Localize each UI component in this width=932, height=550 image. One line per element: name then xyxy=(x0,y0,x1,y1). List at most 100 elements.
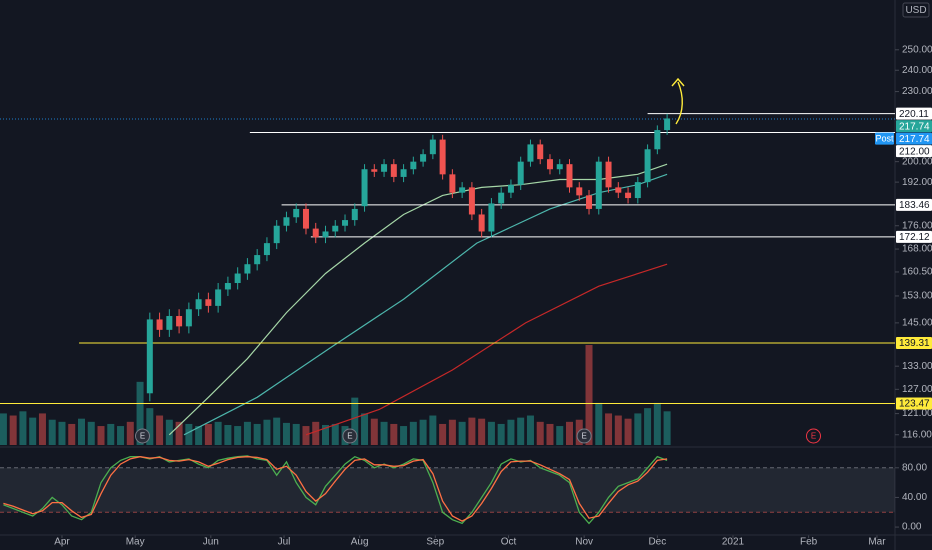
candle-body xyxy=(361,169,368,207)
x-tick-label: May xyxy=(126,537,145,548)
candle-body xyxy=(634,182,641,199)
candle-body xyxy=(488,203,495,232)
volume-bar xyxy=(556,426,564,445)
candle-body xyxy=(293,208,300,218)
earnings-label: E xyxy=(347,432,352,441)
earnings-label: E xyxy=(140,432,145,441)
y-tick-label: 116.00 xyxy=(902,429,932,440)
volume-bar xyxy=(77,418,85,445)
volume-bar xyxy=(282,422,290,445)
volume-bar xyxy=(634,413,642,445)
candle-body xyxy=(654,130,661,150)
x-tick-label: Dec xyxy=(648,537,666,548)
y-tick-label: 40.00 xyxy=(902,492,927,503)
volume-bar xyxy=(321,425,329,445)
volume-bar xyxy=(409,421,417,445)
x-tick-label: Feb xyxy=(800,537,818,548)
price-tag-label: 123.47 xyxy=(899,399,930,410)
volume-bar xyxy=(380,421,388,445)
volume-bar xyxy=(390,423,398,445)
y-tick-label: 121.00 xyxy=(902,408,932,419)
volume-bar xyxy=(331,423,339,445)
volume-bar xyxy=(9,415,17,445)
price-tag xyxy=(896,336,932,349)
candle-body xyxy=(351,208,358,221)
candle-body xyxy=(556,164,563,170)
price-tag xyxy=(896,107,932,120)
candle-body xyxy=(224,283,231,290)
earnings-marker xyxy=(342,428,358,444)
candle-body xyxy=(332,225,339,232)
candle-body xyxy=(468,187,475,215)
volume-bar xyxy=(312,421,320,445)
volume-bar xyxy=(302,426,310,445)
earnings-marker xyxy=(576,428,592,444)
price-tag xyxy=(896,397,932,410)
candle-body xyxy=(381,164,388,172)
volume-bar xyxy=(351,397,359,445)
y-tick-label: 153.00 xyxy=(902,291,932,302)
volume-bar xyxy=(87,421,95,445)
candle-body xyxy=(205,299,212,306)
price-tag xyxy=(896,198,932,211)
candle-body xyxy=(439,139,446,175)
volume-bar xyxy=(361,413,369,445)
volume-bar xyxy=(653,402,661,445)
x-tick-label: 2021 xyxy=(722,537,745,548)
volume-bar xyxy=(156,415,164,445)
volume-bar xyxy=(195,426,203,445)
volume-bar xyxy=(478,418,486,445)
y-tick-label: 168.00 xyxy=(902,244,932,255)
volume-bar xyxy=(175,421,183,445)
moving-average xyxy=(305,263,668,436)
currency-box[interactable] xyxy=(902,2,930,18)
candle-body xyxy=(576,187,583,196)
candle-body xyxy=(146,319,153,394)
candle-body xyxy=(546,159,553,170)
volume-bar xyxy=(165,419,173,445)
x-tick-label: Mar xyxy=(868,537,886,548)
candle-body xyxy=(166,316,173,330)
volume-bar xyxy=(566,421,574,445)
candle-body xyxy=(644,149,651,183)
price-tag-label: 212.00 xyxy=(899,146,930,157)
volume-bar xyxy=(243,421,251,445)
volume-bar xyxy=(614,415,622,445)
stoch-line xyxy=(3,456,668,522)
volume-bar xyxy=(526,415,534,445)
volume-bar xyxy=(204,423,212,445)
volume-bar xyxy=(117,426,125,445)
stoch-band xyxy=(0,467,895,513)
y-tick-label: 250.00 xyxy=(902,44,932,55)
candle-body xyxy=(273,225,280,244)
volume-bar xyxy=(429,415,437,445)
candle-body xyxy=(302,208,309,229)
y-tick-label: 176.00 xyxy=(902,220,932,231)
y-tick-label: 192.00 xyxy=(902,177,932,188)
candle-body xyxy=(537,144,544,160)
earnings-label: E xyxy=(811,432,816,441)
candle-body xyxy=(429,139,436,155)
volume-bar xyxy=(370,418,378,445)
volume-bar xyxy=(546,423,554,445)
y-tick-label: 145.00 xyxy=(902,318,932,329)
candle-body xyxy=(664,118,671,131)
volume-bar xyxy=(507,419,515,445)
volume-bar xyxy=(273,417,281,445)
candle-body xyxy=(625,192,632,199)
volume-bar xyxy=(439,423,447,445)
volume-bar xyxy=(136,381,144,445)
volume-bar xyxy=(497,423,505,445)
volume-bar xyxy=(468,417,476,445)
candle-body xyxy=(400,169,407,177)
volume-bar xyxy=(605,413,613,445)
candle-body xyxy=(312,228,319,238)
price-tag-label: 217.74 xyxy=(899,121,930,132)
candle-body xyxy=(420,154,427,162)
volume-bar xyxy=(517,417,525,445)
price-tag-label: 220.11 xyxy=(899,109,929,120)
x-tick-label: Apr xyxy=(54,537,70,548)
stoch-line xyxy=(3,455,668,525)
candle-body xyxy=(215,289,222,306)
